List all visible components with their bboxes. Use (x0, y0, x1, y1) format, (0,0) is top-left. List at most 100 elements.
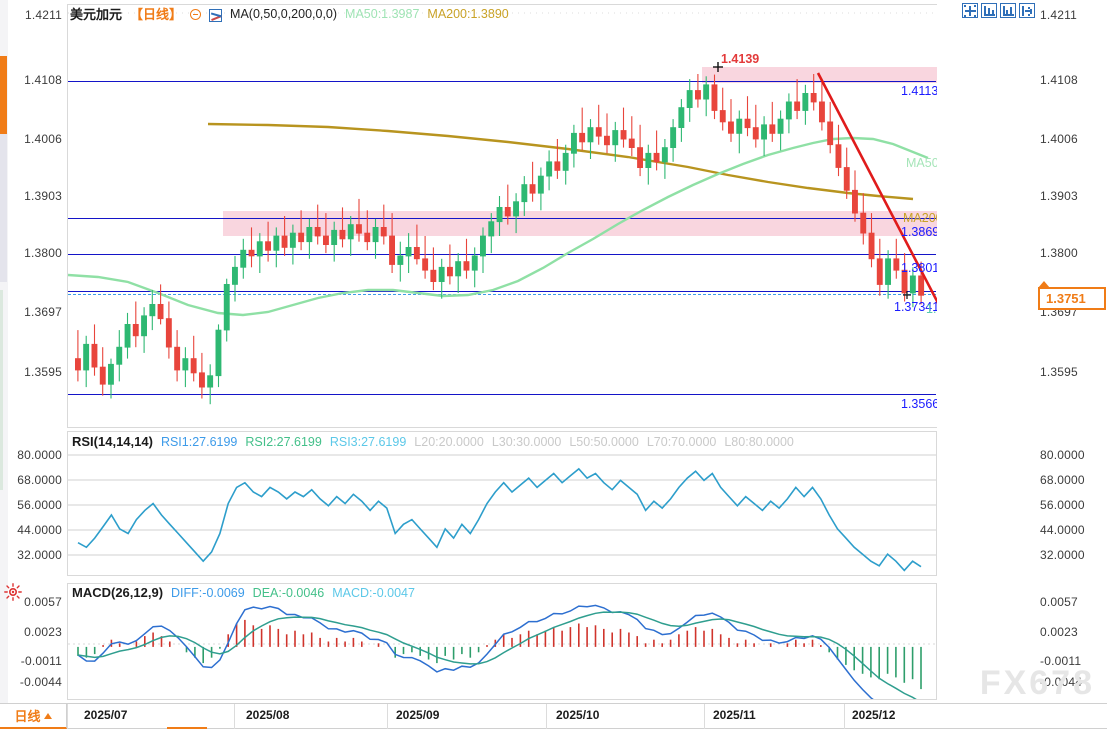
support-1-label: 1.3801 (901, 261, 937, 275)
rsi-l30-label: L30:30.0000 (491, 434, 562, 449)
last-price-arrow (1038, 281, 1050, 288)
level-line-1-37341 (68, 291, 936, 292)
scale-right-icon[interactable] (1000, 3, 1016, 18)
macd-canvas (68, 584, 936, 699)
indicator-mini-chart-icon[interactable] (209, 9, 223, 22)
price-axis-right-tick: 1.4108 (1040, 73, 1078, 87)
time-axis-tick: 2025/08 (246, 708, 290, 722)
macd-axis-left-tick: -0.0044 (19, 675, 62, 689)
rsi-title-label: RSI(14,14,14) (72, 434, 153, 449)
rsi1-value-label: RSI1:27.6199 (160, 434, 238, 449)
rsi-axis-right[interactable]: 80.0000 68.0000 56.0000 44.0000 32.0000 (1040, 431, 1106, 576)
macd-diff-label: DIFF:-0.0069 (171, 585, 245, 600)
price-axis-left[interactable]: 1.4211 1.4108 1.4006 1.3903 1.3800 1.369… (0, 0, 62, 430)
price-axis-left-tick: 1.3903 (24, 189, 62, 203)
macd-axis-right[interactable]: 0.0057 0.0023 -0.0011 -0.0044 (1040, 583, 1106, 700)
time-axis-separator (546, 704, 547, 729)
vertical-scrollbar-thumb[interactable] (0, 56, 7, 134)
last-price-badge[interactable]: 1.3751 (1038, 287, 1106, 310)
scale-left-icon[interactable] (981, 3, 997, 18)
jump-latest-icon[interactable] (1019, 3, 1035, 18)
high-marker (713, 62, 723, 72)
resistance-2-label: 1.3869 (901, 225, 937, 239)
vertical-scrollbar-track[interactable] (0, 0, 8, 703)
macd-series (68, 604, 936, 699)
price-axis-left-tick: 1.4211 (24, 8, 62, 22)
rsi2-value-label: RSI2:27.6199 (245, 434, 322, 449)
rsi-panel[interactable] (67, 431, 937, 576)
ma50-value-label: MA50:1.3987 (345, 6, 420, 21)
macd-diff-line (77, 604, 874, 699)
macd-axis-right-tick: 0.0057 (1040, 595, 1078, 609)
macd-axis-left[interactable]: 0.0057 0.0023 -0.0011 -0.0044 (0, 583, 62, 700)
price-axis-right-tick: 1.3903 (1040, 189, 1078, 203)
time-axis-tick: 2025/07 (84, 708, 128, 722)
time-axis[interactable]: 日线 2025/07 2025/08 2025/09 2025/10 2025/… (0, 703, 1107, 729)
period-selector-label: 日线 (14, 709, 41, 724)
rsi-axis-right-tick: 56.0000 (1040, 498, 1085, 512)
level-line-1-35661 (68, 394, 936, 395)
rsi-line (77, 467, 922, 572)
rsi-panel-header: RSI(14,14,14) RSI1:27.6199 RSI2:27.6199 … (72, 434, 794, 449)
low-marker (903, 291, 911, 299)
candlestick-series (75, 74, 925, 405)
rsi3-value-label: RSI3:27.6199 (329, 434, 407, 449)
price-axis-left-tick: 1.3595 (24, 365, 62, 379)
period-selector-button[interactable]: 日线 (0, 704, 67, 729)
rsi-axis-right-tick: 32.0000 (1040, 548, 1085, 562)
level-line-1-41135 (68, 81, 936, 82)
macd-axis-right-tick: 0.0023 (1040, 625, 1078, 639)
rsi-axis-left-tick: 80.0000 (17, 448, 62, 462)
price-chart-canvas: 1.4139 1.41135 1.3869 1.3801 1.37341 1.3… (68, 5, 937, 427)
time-axis-separator (234, 704, 235, 729)
price-axis-left-tick: 1.4108 (24, 73, 62, 87)
rsi-canvas (68, 432, 936, 575)
high-label: 1.4139 (721, 52, 760, 66)
ma200-tag: MA200 (903, 211, 937, 225)
rsi-axis-right-tick: 68.0000 (1040, 473, 1085, 487)
rsi-series (68, 454, 936, 572)
support-3-label: 1.3729 (926, 302, 937, 316)
ma200-value-label: MA200:1.3890 (427, 6, 509, 21)
time-axis-tick: 2025/09 (396, 708, 440, 722)
price-chart-panel[interactable]: 1.4139 1.41135 1.3869 1.3801 1.37341 1.3… (67, 4, 937, 428)
price-axis-right[interactable]: 1.4211 1.4108 1.4006 1.3903 1.3800 1.369… (1040, 0, 1106, 430)
price-axis-right-tick: 1.4006 (1040, 132, 1078, 146)
macd-axis-left-tick: 0.0023 (24, 625, 62, 639)
settings-sun-icon[interactable] (4, 583, 22, 601)
rsi-axis-left-tick: 68.0000 (17, 473, 62, 487)
price-axis-left-tick: 1.3697 (24, 305, 62, 319)
rsi-axis-left[interactable]: 80.0000 68.0000 56.0000 44.0000 32.0000 (0, 431, 62, 576)
time-axis-tick: 2025/10 (556, 708, 600, 722)
price-series (68, 62, 937, 405)
rsi-axis-right-tick: 44.0000 (1040, 523, 1085, 537)
vertical-scrollbar-secondary[interactable] (0, 134, 7, 282)
time-axis-separator (387, 704, 388, 729)
rsi-l80-label: L80:80.0000 (724, 434, 794, 449)
level-line-1-3801 (68, 254, 936, 255)
price-axis-right-tick: 1.3800 (1040, 246, 1078, 260)
macd-axis-right-tick: -0.0044 (1040, 675, 1083, 689)
rsi-l70-label: L70:70.0000 (646, 434, 717, 449)
time-axis-separator (67, 704, 68, 729)
crosshair-move-icon[interactable] (962, 3, 978, 18)
rsi-l50-label: L50:50.0000 (569, 434, 639, 449)
price-axis-right-tick: 1.3595 (1040, 365, 1078, 379)
collapse-minus-icon[interactable] (190, 9, 202, 20)
watermark: FX678 (979, 664, 1095, 702)
price-axis-left-tick: 1.4006 (24, 132, 62, 146)
chart-toolbar (962, 3, 1035, 18)
ma50-tag: MA50 (906, 156, 937, 170)
time-axis-separator (844, 704, 845, 729)
support-2-label: 1.37341 (894, 300, 937, 314)
rsi-axis-left-tick: 32.0000 (17, 548, 62, 562)
rsi-l20-label: L20:20.0000 (414, 434, 484, 449)
time-axis-separator (704, 704, 705, 729)
macd-panel[interactable] (67, 583, 937, 700)
ma-legend-label: MA(0,50,0,200,0,0) (230, 6, 338, 21)
vertical-scrollbar-tertiary[interactable] (0, 290, 3, 490)
ma50-line (68, 136, 929, 317)
macd-axis-left-tick: -0.0011 (20, 654, 62, 668)
price-panel-header: 美元加元 【日线】 MA(0,50,0,200,0,0) MA50:1.3987… (70, 4, 509, 23)
